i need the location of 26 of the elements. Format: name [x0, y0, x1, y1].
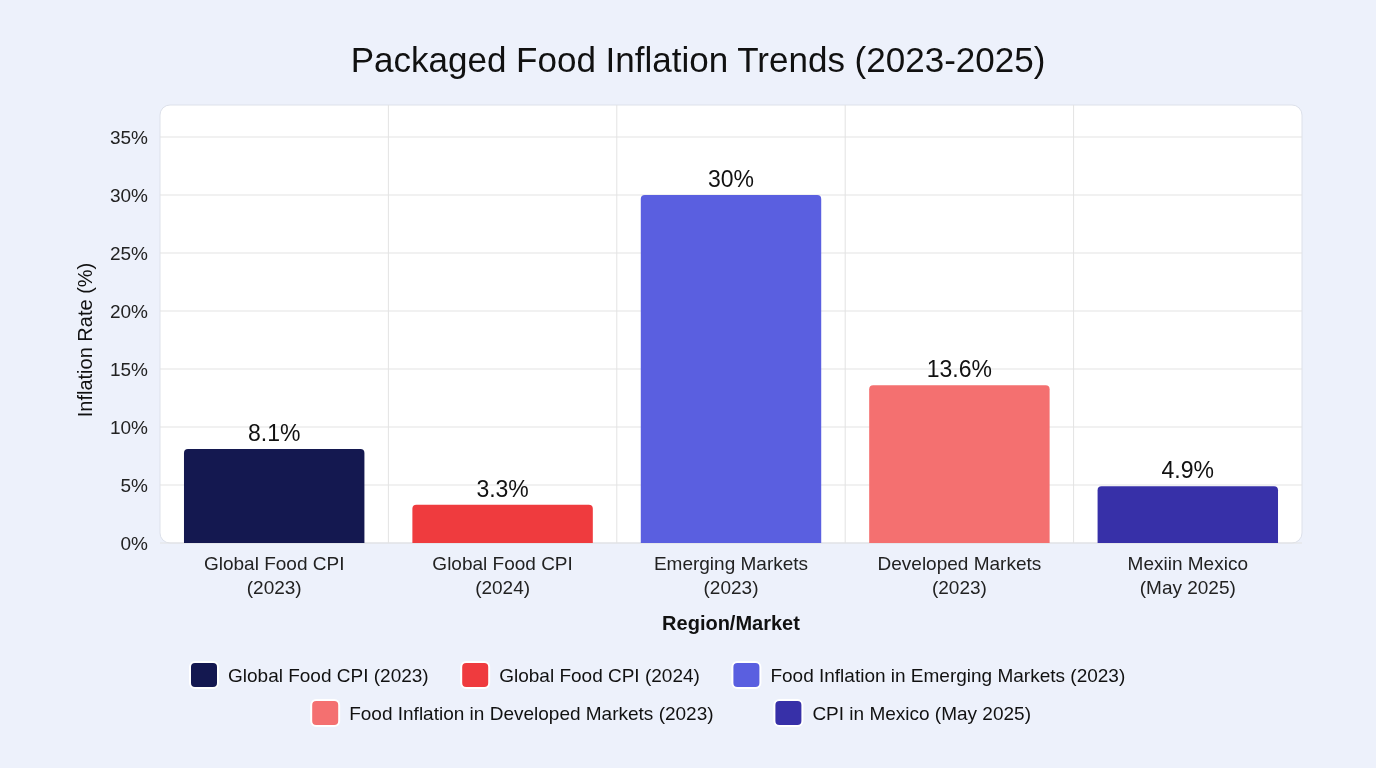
y-tick-label: 15% — [109, 358, 149, 380]
legend-label: Food Inflation in Developed Markets (2023) — [349, 702, 714, 724]
x-tick-label: Emerging Markets (2023) — [653, 553, 809, 598]
x-tick-label: Mexiin Mexico (May 2025) — [1127, 553, 1248, 598]
legend-label: Food Inflation in Emerging Markets (2023) — [770, 664, 1126, 686]
y-tick-label: 5% — [120, 474, 149, 496]
legend-label: Global Food CPI (2023) — [228, 664, 429, 686]
data-label: 3.3% — [476, 475, 529, 502]
y-tick-label: 0% — [120, 532, 149, 554]
x-axis-title: Region/Market — [662, 612, 801, 634]
data-label: 8.1% — [247, 420, 301, 447]
data-label: 13.6% — [926, 356, 993, 383]
y-tick-label: 25% — [109, 242, 149, 264]
y-tick-label: 35% — [109, 126, 149, 148]
y-axis-title: Inflation Rate (%) — [74, 262, 96, 418]
x-tick-label: Developed Markets (2023) — [877, 553, 1042, 598]
data-label: 30% — [707, 166, 755, 192]
y-tick-label: 10% — [109, 416, 149, 438]
legend-label: CPI in Mexico (May 2025) — [812, 702, 1031, 724]
y-tick-label: 30% — [109, 184, 149, 206]
legend-label: Global Food CPI (2024) — [499, 664, 700, 686]
data-label: 4.9% — [1161, 457, 1215, 484]
x-tick-label: Global Food CPI (2024) — [432, 553, 573, 598]
x-tick-label: Global Food CPI (2023) — [203, 553, 345, 598]
y-tick-label: 20% — [109, 300, 149, 322]
chart-title: Packaged Food Inflation Trends (2023-2025) — [350, 40, 1046, 79]
